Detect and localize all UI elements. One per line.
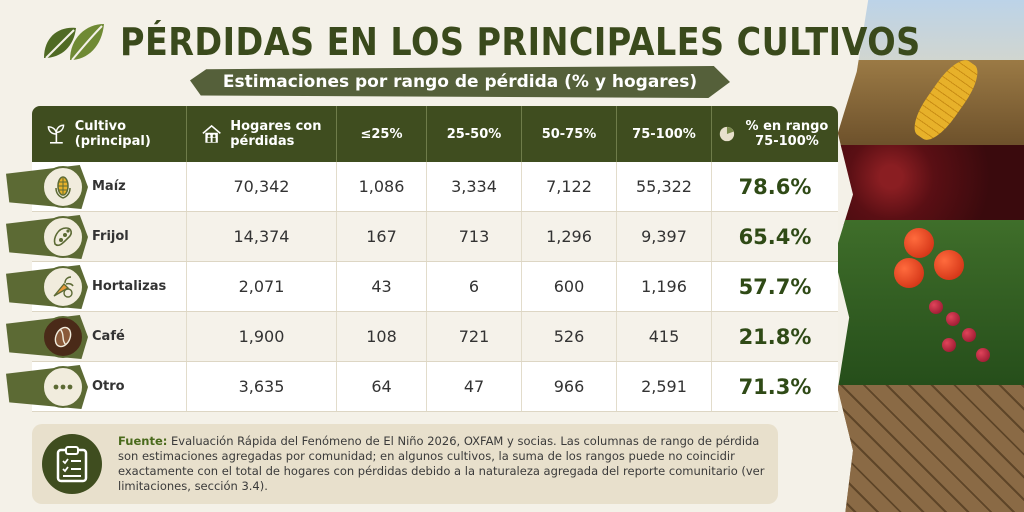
leaves-icon (44, 24, 104, 61)
vegetable-icon (53, 276, 74, 298)
pct-cell: 21.8% (738, 324, 812, 349)
table-row: Otro 3,635 64 47 966 2,591 71.3% (6, 362, 838, 412)
bean-icon (53, 227, 72, 247)
beans-photo (834, 145, 1024, 225)
header-range-1: ≤25% (337, 106, 427, 162)
table-row: Maíz 70,342 1,086 3,334 7,122 55,322 78.… (6, 162, 838, 212)
dry-soil-photo (834, 385, 1024, 512)
households-cell: 14,374 (187, 212, 337, 261)
crop-cell: Otro (6, 362, 187, 411)
table-row: Frijol 14,374 167 713 1,296 9,397 65.4% (6, 212, 838, 262)
range-4-cell: 415 (617, 312, 712, 361)
households-cell: 2,071 (187, 262, 337, 311)
range-4-cell: 1,196 (617, 262, 712, 311)
households-cell: 3,635 (187, 362, 337, 411)
header-range-4: 75-100% (617, 106, 712, 162)
header-range-2: 25-50% (427, 106, 522, 162)
range-3-cell: 1,296 (522, 212, 617, 261)
header-households-label: Hogares con pérdidas (230, 119, 322, 149)
pct-cell: 71.3% (738, 374, 812, 399)
crop-photo-collage (834, 0, 1024, 512)
source-body: Evaluación Rápida del Fenómeno de El Niñ… (118, 434, 765, 493)
page-title: PÉRDIDAS EN LOS PRINCIPALES CULTIVOS (120, 20, 921, 64)
range-2-cell: 47 (427, 362, 522, 411)
crop-name: Frijol (92, 229, 129, 244)
header-crop-label: Cultivo (principal) (74, 119, 151, 149)
pct-cell: 65.4% (738, 224, 812, 249)
range-3-cell: 526 (522, 312, 617, 361)
header-pct: % en rango 75-100% (712, 106, 838, 162)
table-header: Cultivo (principal) Hogares con pérdidas… (32, 106, 838, 162)
losses-table: Cultivo (principal) Hogares con pérdidas… (6, 106, 838, 412)
range-3-cell: 966 (522, 362, 617, 411)
range-2-cell: 721 (427, 312, 522, 361)
house-family-icon (202, 124, 221, 143)
range-1-cell: 64 (337, 362, 427, 411)
crop-cell: Café (6, 312, 187, 361)
households-cell: 70,342 (187, 162, 337, 211)
crop-cell: Frijol (6, 212, 187, 261)
crop-name: Otro (92, 379, 125, 394)
range-4-cell: 55,322 (617, 162, 712, 211)
range-1-cell: 43 (337, 262, 427, 311)
crop-name: Hortalizas (92, 279, 167, 294)
households-cell: 1,900 (187, 312, 337, 361)
coffee-bean-icon (54, 326, 72, 348)
more-icon (53, 384, 73, 390)
pie-chart-icon (719, 126, 735, 142)
table-row: Hortalizas 2,071 43 6 600 1,196 57.7% (6, 262, 838, 312)
header-households: Hogares con pérdidas (187, 106, 337, 162)
table-row: Café 1,900 108 721 526 415 21.8% (6, 312, 838, 362)
header-range-3: 50-75% (522, 106, 617, 162)
range-1-cell: 1,086 (337, 162, 427, 211)
corn-icon (55, 176, 71, 199)
source-text: Fuente: Evaluación Rápida del Fenómeno d… (118, 434, 768, 494)
table-body: Maíz 70,342 1,086 3,334 7,122 55,322 78.… (6, 162, 838, 412)
range-3-cell: 7,122 (522, 162, 617, 211)
subtitle-band: Estimaciones por rango de pérdida (% y h… (190, 66, 730, 98)
range-2-cell: 713 (427, 212, 522, 261)
pct-cell: 57.7% (738, 274, 812, 299)
range-4-cell: 9,397 (617, 212, 712, 261)
pct-cell: 78.6% (738, 174, 812, 199)
page-subtitle: Estimaciones por rango de pérdida (% y h… (222, 72, 698, 92)
header-pct-label: % en rango 75-100% (745, 119, 829, 149)
header-crop: Cultivo (principal) (32, 106, 187, 162)
clipboard-icon (42, 434, 102, 494)
range-4-cell: 2,591 (617, 362, 712, 411)
source-label: Fuente: (118, 434, 168, 448)
title-row: PÉRDIDAS EN LOS PRINCIPALES CULTIVOS (40, 18, 1024, 66)
source-note: Fuente: Evaluación Rápida del Fenómeno d… (32, 424, 778, 504)
sprout-icon (47, 124, 65, 144)
range-1-cell: 167 (337, 212, 427, 261)
range-3-cell: 600 (522, 262, 617, 311)
crop-cell: Maíz (6, 162, 187, 211)
range-2-cell: 6 (427, 262, 522, 311)
crop-name: Café (92, 329, 125, 344)
range-1-cell: 108 (337, 312, 427, 361)
crop-cell: Hortalizas (6, 262, 187, 311)
range-2-cell: 3,334 (427, 162, 522, 211)
crop-name: Maíz (92, 179, 126, 194)
